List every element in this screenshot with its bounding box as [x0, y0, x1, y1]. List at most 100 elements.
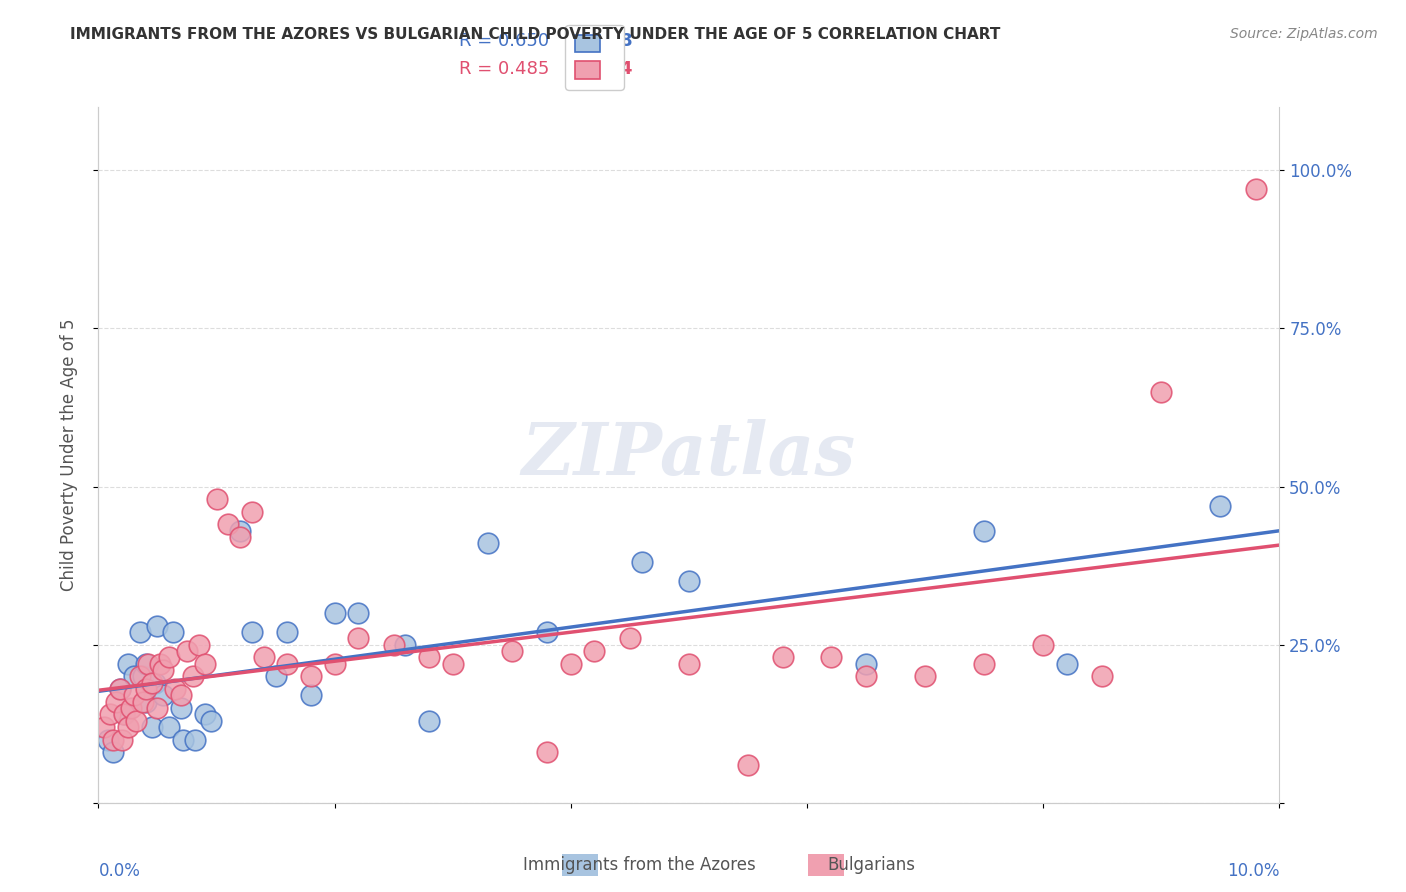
- Point: [229, 524, 252, 538]
- Text: 10.0%: 10.0%: [1227, 862, 1279, 880]
- Point: [149, 657, 172, 671]
- Point: [146, 701, 169, 715]
- Text: N = 38: N = 38: [565, 32, 633, 50]
- Point: [418, 714, 440, 728]
- Point: [678, 657, 700, 671]
- Y-axis label: Child Poverty Under the Age of 5: Child Poverty Under the Age of 5: [59, 318, 77, 591]
- Point: [162, 625, 184, 640]
- Point: [128, 625, 150, 640]
- Point: [217, 517, 239, 532]
- Point: [1244, 182, 1267, 196]
- Point: [170, 688, 193, 702]
- Text: R = 0.485: R = 0.485: [458, 60, 548, 78]
- FancyBboxPatch shape: [555, 849, 605, 880]
- Point: [253, 650, 276, 665]
- Text: 0.0%: 0.0%: [98, 862, 141, 880]
- Point: [276, 625, 298, 640]
- Point: [477, 536, 499, 550]
- Point: [112, 707, 135, 722]
- Point: [973, 524, 995, 538]
- Text: Source: ZipAtlas.com: Source: ZipAtlas.com: [1230, 27, 1378, 41]
- Point: [157, 650, 180, 665]
- Point: [583, 644, 606, 658]
- Point: [299, 688, 322, 702]
- Point: [135, 681, 157, 696]
- Point: [181, 669, 204, 683]
- Text: IMMIGRANTS FROM THE AZORES VS BULGARIAN CHILD POVERTY UNDER THE AGE OF 5 CORRELA: IMMIGRANTS FROM THE AZORES VS BULGARIAN …: [70, 27, 1001, 42]
- Point: [141, 720, 163, 734]
- Point: [1209, 499, 1232, 513]
- Point: [108, 681, 131, 696]
- Point: [560, 657, 582, 671]
- Point: [125, 714, 148, 728]
- Point: [97, 732, 120, 747]
- Point: [152, 688, 174, 702]
- Point: [132, 669, 155, 683]
- Point: [1056, 657, 1078, 671]
- FancyBboxPatch shape: [801, 849, 851, 880]
- Point: [229, 530, 252, 544]
- Text: Immigrants from the Azores: Immigrants from the Azores: [523, 856, 756, 874]
- Point: [135, 695, 157, 709]
- Point: [630, 556, 652, 570]
- Point: [135, 657, 157, 671]
- Point: [536, 625, 558, 640]
- Point: [194, 657, 217, 671]
- Point: [418, 650, 440, 665]
- Point: [93, 720, 115, 734]
- Point: [619, 632, 641, 646]
- Point: [1091, 669, 1114, 683]
- Point: [117, 720, 139, 734]
- Point: [240, 505, 263, 519]
- Point: [1150, 384, 1173, 399]
- Point: [973, 657, 995, 671]
- Point: [108, 681, 131, 696]
- Point: [101, 732, 124, 747]
- Text: R = 0.650: R = 0.650: [458, 32, 548, 50]
- Text: ZIPatlas: ZIPatlas: [522, 419, 856, 491]
- Point: [347, 632, 370, 646]
- Point: [240, 625, 263, 640]
- Point: [914, 669, 936, 683]
- Legend: , : ,: [565, 25, 624, 89]
- Point: [101, 745, 124, 759]
- Point: [157, 720, 180, 734]
- Point: [184, 732, 207, 747]
- Point: [501, 644, 523, 658]
- Point: [143, 675, 166, 690]
- Point: [105, 695, 128, 709]
- Point: [855, 669, 877, 683]
- Point: [323, 657, 346, 671]
- Point: [394, 638, 416, 652]
- Point: [121, 701, 143, 715]
- Point: [772, 650, 794, 665]
- Point: [855, 657, 877, 671]
- Point: [536, 745, 558, 759]
- Text: Bulgarians: Bulgarians: [828, 856, 915, 874]
- Point: [194, 707, 217, 722]
- Point: [200, 714, 222, 728]
- Point: [737, 757, 759, 772]
- Point: [128, 669, 150, 683]
- Point: [347, 606, 370, 620]
- Point: [165, 681, 187, 696]
- Point: [98, 707, 121, 722]
- Point: [187, 638, 209, 652]
- Point: [170, 701, 193, 715]
- Point: [276, 657, 298, 671]
- Point: [820, 650, 842, 665]
- Point: [152, 663, 174, 677]
- Point: [205, 492, 228, 507]
- Point: [299, 669, 322, 683]
- Point: [441, 657, 464, 671]
- Point: [172, 732, 194, 747]
- Point: [122, 688, 145, 702]
- Point: [122, 669, 145, 683]
- Point: [382, 638, 405, 652]
- Point: [264, 669, 287, 683]
- Point: [141, 675, 163, 690]
- Point: [117, 657, 139, 671]
- Point: [146, 618, 169, 632]
- Point: [132, 695, 155, 709]
- Point: [111, 732, 134, 747]
